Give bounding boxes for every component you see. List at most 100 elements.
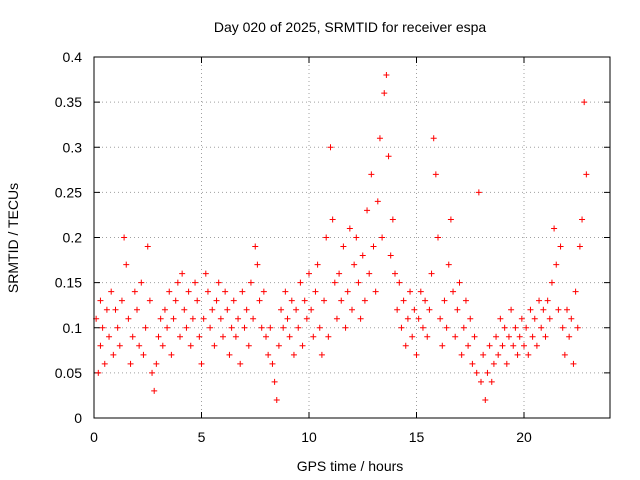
data-point (140, 351, 147, 358)
x-tick-label: 15 (409, 429, 425, 445)
chart-title: Day 020 of 2025, SRMTID for receiver esp… (214, 19, 487, 35)
data-point (452, 333, 459, 340)
data-point (265, 351, 272, 358)
data-point (97, 297, 104, 304)
data-point (134, 306, 140, 313)
data-point (340, 243, 347, 250)
data-point (252, 243, 259, 250)
data-point (482, 396, 489, 403)
data-point (155, 333, 162, 340)
data-point (396, 279, 403, 286)
data-point (97, 342, 104, 349)
data-point (536, 297, 543, 304)
data-point (495, 351, 502, 358)
data-point (566, 333, 573, 340)
data-point (392, 270, 398, 277)
data-point (353, 234, 360, 241)
data-point (164, 324, 171, 331)
data-point (329, 216, 336, 223)
data-point (447, 216, 454, 223)
data-point (318, 351, 325, 358)
data-point (553, 261, 560, 268)
data-point (278, 306, 285, 313)
data-point (364, 207, 371, 214)
data-point (245, 342, 252, 349)
data-point (490, 360, 497, 367)
y-tick-label: 0.4 (63, 49, 83, 65)
data-point (213, 297, 220, 304)
data-point (346, 225, 353, 232)
data-point (415, 315, 422, 322)
data-point (303, 315, 310, 322)
data-point (505, 333, 512, 340)
axis-ticks: 0 0.05 0.1 0.15 0.2 0.25 0.3 0.35 0.4 0 5 10 15 20 (55, 49, 610, 445)
data-point (475, 189, 482, 196)
data-point (372, 288, 379, 295)
data-point (121, 234, 128, 241)
data-point (215, 279, 222, 286)
data-point (499, 342, 506, 349)
data-point (306, 270, 312, 277)
data-point (424, 333, 431, 340)
data-point (516, 333, 523, 340)
data-point (301, 297, 308, 304)
data-point (209, 306, 216, 313)
data-point (314, 261, 321, 268)
plot-frame (93, 56, 611, 419)
data-point (284, 315, 291, 322)
data-point (548, 279, 555, 286)
data-point (568, 315, 575, 322)
data-point (419, 324, 426, 331)
data-point (430, 135, 437, 142)
data-point (239, 288, 246, 295)
data-point (273, 396, 280, 403)
data-point (168, 351, 175, 358)
data-point (538, 324, 545, 331)
data-point (256, 297, 263, 304)
data-point (157, 315, 164, 322)
data-point (260, 288, 267, 295)
data-point (159, 342, 166, 349)
data-point (441, 297, 448, 304)
data-point (480, 351, 487, 358)
data-point (181, 306, 188, 313)
data-point (544, 297, 551, 304)
data-point (269, 360, 276, 367)
data-point (108, 288, 115, 295)
data-point (559, 324, 566, 331)
data-point (271, 378, 278, 385)
data-point (325, 333, 332, 340)
data-point (293, 306, 300, 313)
data-point (118, 297, 125, 304)
data-point (473, 369, 480, 376)
data-point (183, 324, 190, 331)
data-point (103, 306, 110, 313)
data-point (170, 315, 177, 322)
data-point (428, 270, 435, 277)
data-point (437, 315, 444, 322)
data-point (250, 315, 257, 322)
data-point (112, 306, 119, 313)
data-point (153, 360, 160, 367)
data-point (202, 270, 209, 277)
data-point (288, 297, 295, 304)
data-point (327, 144, 334, 151)
data-point (387, 252, 394, 259)
data-point (561, 351, 568, 358)
data-point (338, 297, 345, 304)
data-point (310, 333, 317, 340)
data-point (101, 360, 108, 367)
data-point (445, 261, 452, 268)
data-point (531, 315, 538, 322)
data-point (564, 306, 570, 313)
data-point (432, 171, 439, 178)
data-point (344, 288, 351, 295)
data-point (222, 288, 229, 295)
data-point (443, 324, 450, 331)
data-point (297, 279, 304, 286)
y-tick-label: 0.05 (55, 365, 82, 381)
data-point (460, 324, 467, 331)
data-point (458, 351, 465, 358)
x-tick-label: 10 (301, 429, 317, 445)
